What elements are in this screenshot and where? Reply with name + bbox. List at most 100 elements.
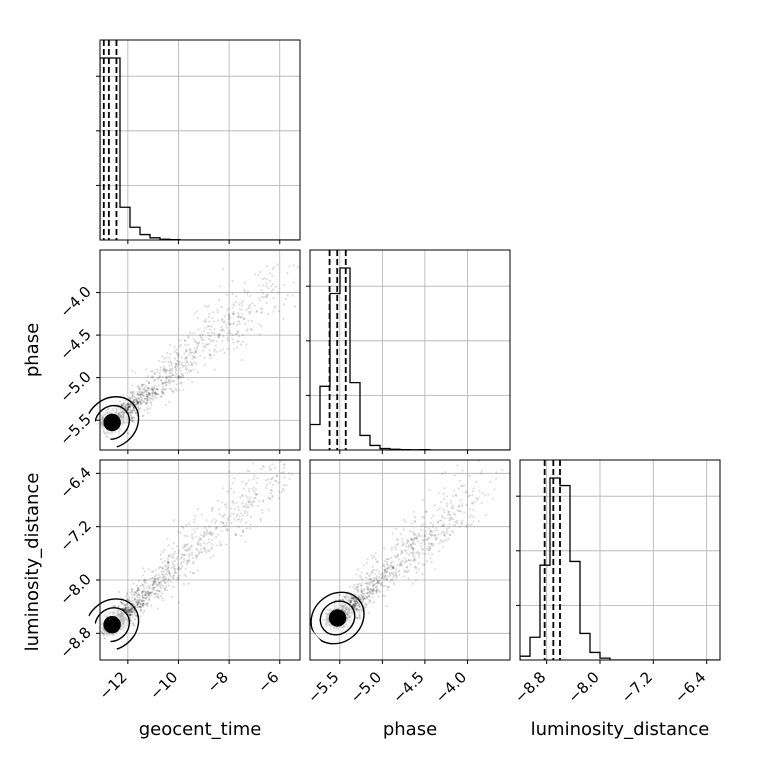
scatter-point bbox=[153, 578, 156, 581]
scatter-point bbox=[193, 528, 196, 531]
scatter-point bbox=[231, 279, 234, 282]
scatter-point bbox=[143, 390, 147, 393]
scatter-point bbox=[241, 334, 244, 337]
scatter-point bbox=[442, 545, 445, 548]
scatter-point bbox=[232, 491, 235, 494]
scatter-point bbox=[137, 599, 140, 602]
scatter-point bbox=[177, 375, 181, 378]
scatter-point bbox=[135, 399, 138, 402]
scatter-point bbox=[199, 544, 202, 547]
scatter-point bbox=[369, 588, 372, 591]
histogram-luminosity-distance bbox=[520, 477, 720, 660]
scatter-point bbox=[129, 411, 132, 414]
scatter-point bbox=[171, 368, 174, 372]
scatter-point bbox=[454, 493, 458, 496]
scatter-point bbox=[479, 472, 482, 475]
scatter-point bbox=[146, 596, 150, 599]
scatter-point bbox=[146, 406, 149, 410]
scatter-point bbox=[177, 375, 180, 378]
scatter-point bbox=[126, 598, 129, 601]
scatter-point bbox=[480, 470, 483, 473]
scatter-point bbox=[154, 592, 157, 595]
scatter-point bbox=[234, 301, 238, 304]
scatter-point bbox=[455, 519, 458, 522]
panel-phase-vs-geocent-time bbox=[85, 249, 301, 454]
scatter-point bbox=[247, 500, 250, 503]
scatter-point bbox=[147, 393, 150, 396]
scatter-point bbox=[401, 540, 404, 543]
scatter-point bbox=[265, 285, 268, 288]
scatter-point bbox=[209, 334, 212, 338]
scatter-point bbox=[372, 588, 375, 591]
scatter-point bbox=[427, 542, 431, 545]
scatter-point bbox=[421, 538, 424, 541]
scatter-point bbox=[177, 578, 180, 581]
scatter-point bbox=[435, 538, 438, 541]
scatter-point bbox=[203, 345, 206, 348]
scatter-point bbox=[353, 600, 356, 604]
scatter-point bbox=[360, 584, 363, 587]
scatter-point bbox=[103, 637, 106, 640]
scatter-point bbox=[221, 329, 224, 332]
scatter-point bbox=[282, 317, 285, 320]
scatter-point bbox=[200, 551, 204, 554]
scatter-point bbox=[152, 582, 156, 585]
scatter-point bbox=[172, 577, 175, 580]
scatter-point bbox=[237, 340, 240, 343]
scatter-point bbox=[391, 532, 394, 535]
scatter-point bbox=[351, 597, 354, 601]
scatter-point bbox=[243, 318, 246, 321]
scatter-point bbox=[353, 603, 357, 606]
scatter-point bbox=[201, 349, 204, 352]
scatter-point bbox=[355, 608, 358, 611]
scatter-point bbox=[344, 595, 347, 598]
scatter-point bbox=[142, 414, 145, 417]
scatter-point bbox=[194, 351, 197, 354]
scatter-point bbox=[138, 393, 141, 396]
scatter-point bbox=[145, 402, 148, 405]
scatter-point bbox=[236, 320, 239, 323]
scatter-point bbox=[143, 391, 146, 394]
scatter-point bbox=[249, 501, 252, 504]
scatter-point bbox=[156, 378, 160, 381]
scatter-point bbox=[283, 476, 286, 479]
scatter-point bbox=[142, 599, 145, 602]
scatter-point bbox=[145, 397, 148, 400]
scatter-point bbox=[133, 610, 136, 613]
scatter-point bbox=[147, 381, 150, 384]
scatter-point bbox=[435, 527, 438, 530]
scatter-point bbox=[189, 570, 192, 574]
scatter-point bbox=[454, 524, 457, 527]
scatter-point bbox=[195, 346, 199, 349]
scatter-point bbox=[175, 572, 178, 575]
scatter-point bbox=[181, 374, 184, 377]
scatter-point bbox=[350, 597, 353, 600]
scatter-point bbox=[164, 403, 167, 406]
scatter-point bbox=[150, 388, 153, 391]
scatter-point bbox=[130, 587, 133, 590]
scatter-point bbox=[402, 543, 405, 547]
scatter-point bbox=[277, 497, 280, 500]
scatter-point bbox=[137, 400, 140, 404]
scatter-point bbox=[413, 536, 416, 539]
scatter-point bbox=[129, 405, 132, 408]
scatter-point bbox=[141, 391, 144, 394]
scatter-point bbox=[163, 580, 166, 583]
scatter-point bbox=[140, 391, 143, 394]
scatter-point bbox=[432, 514, 435, 517]
scatter-point bbox=[267, 478, 270, 481]
scatter-point bbox=[134, 401, 137, 404]
scatter-point bbox=[353, 600, 356, 603]
scatter-point bbox=[349, 599, 353, 602]
scatter-point bbox=[263, 445, 265, 447]
scatter-point bbox=[143, 578, 146, 581]
scatter-point bbox=[190, 364, 193, 367]
scatter-point bbox=[139, 393, 142, 396]
scatter-point bbox=[207, 342, 210, 346]
scatter-point bbox=[161, 381, 164, 384]
scatter-point bbox=[291, 294, 294, 297]
scatter-point bbox=[156, 595, 160, 598]
scatter-point bbox=[160, 566, 163, 569]
scatter-point bbox=[272, 442, 274, 444]
scatter-point bbox=[126, 406, 129, 409]
